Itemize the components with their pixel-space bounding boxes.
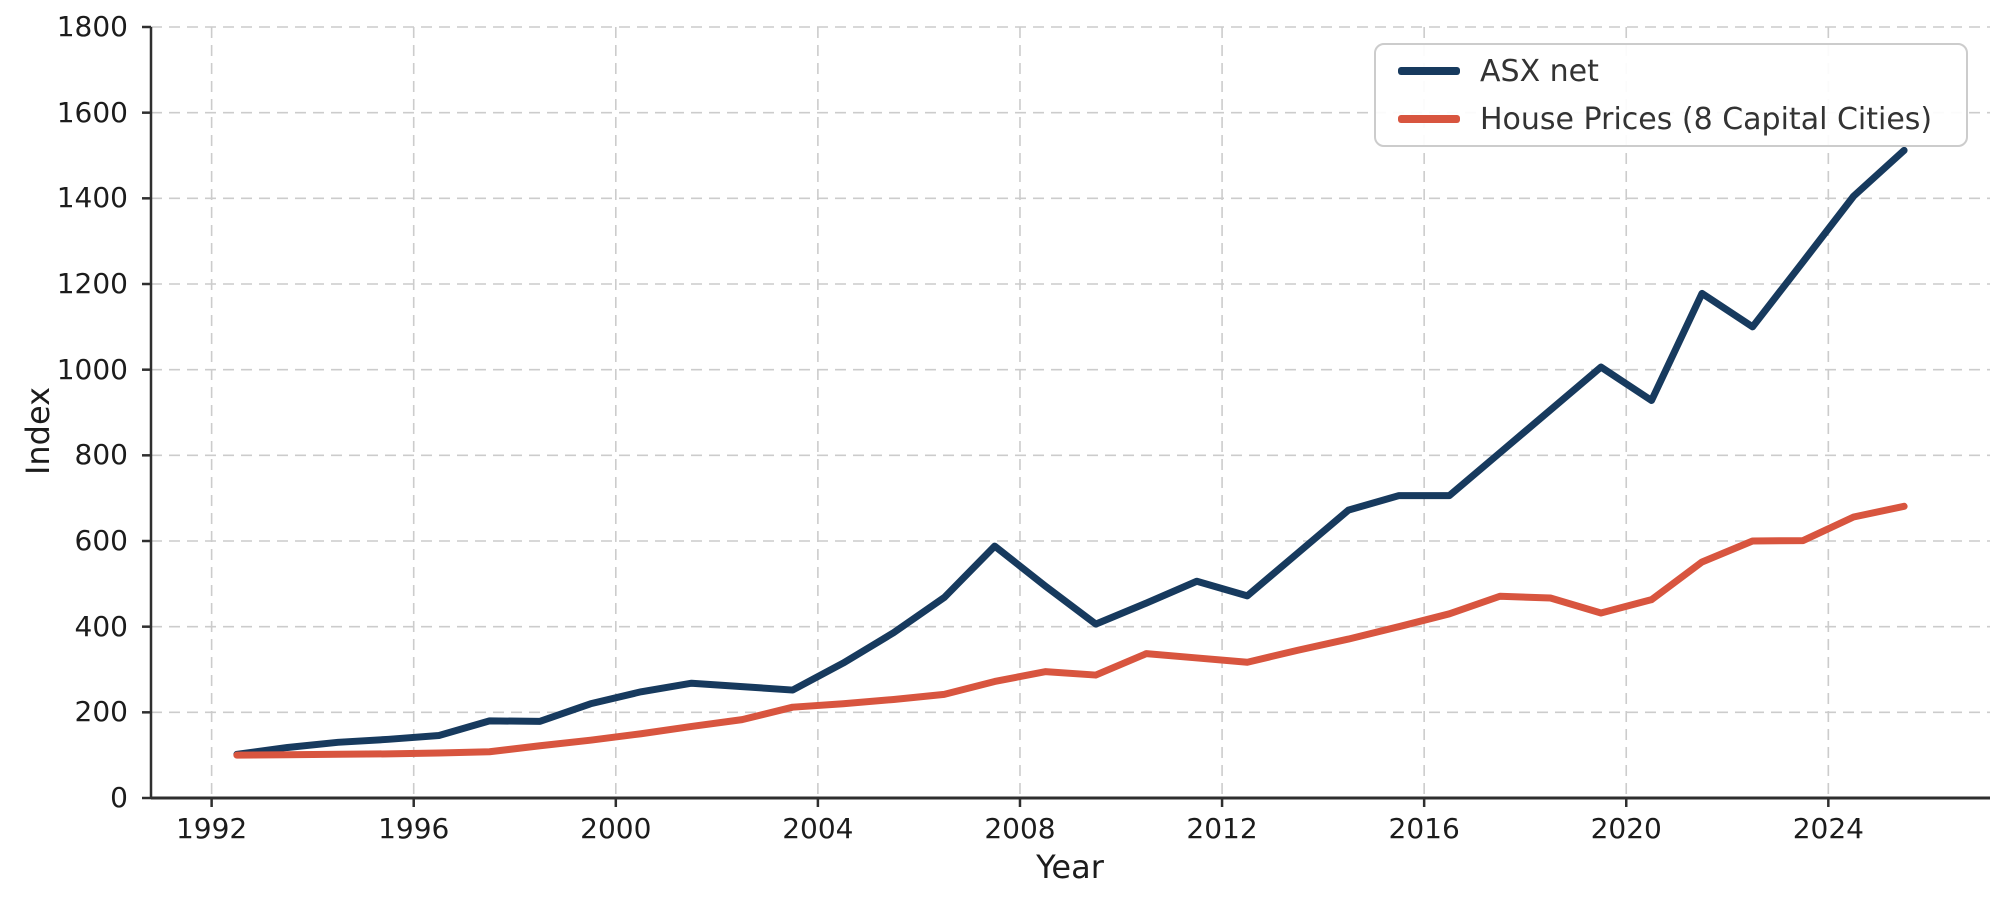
y-tick-label-1800: 1800 — [56, 10, 128, 43]
x-tick-label-1992: 1992 — [175, 812, 248, 845]
y-tick-label-200: 200 — [74, 695, 128, 729]
y-axis-label: Index — [19, 386, 57, 476]
series-line-asx-net — [233, 146, 1908, 758]
x-tick-label-1996: 1996 — [378, 812, 450, 845]
legend-item-house-prices: House Prices (8 Capital Cities) — [1398, 99, 1966, 139]
legend-label-house-prices: House Prices (8 Capital Cities) — [1480, 101, 1933, 137]
x-tick-label-2004: 2004 — [782, 812, 854, 845]
y-tick-label-1400: 1400 — [56, 181, 128, 215]
x-tick-label-2020: 2020 — [1590, 812, 1662, 845]
x-tick-label-2000: 2000 — [580, 812, 652, 845]
house-prices-line-swatch — [1398, 115, 1460, 123]
y-tick-label-0: 0 — [110, 781, 128, 814]
x-tick-label-2012: 2012 — [1186, 812, 1258, 845]
y-tick-label-1000: 1000 — [56, 352, 128, 386]
x-tick-label-2008: 2008 — [984, 812, 1056, 845]
x-axis-label: Year — [1036, 848, 1104, 886]
y-tick-label-600: 600 — [74, 524, 128, 557]
asx-net-line-swatch — [1398, 67, 1460, 75]
y-tick-label-400: 400 — [74, 609, 128, 643]
legend: ASX net House Prices (8 Capital Cities) — [1374, 43, 1968, 147]
x-tick-label-2016: 2016 — [1388, 812, 1460, 845]
y-tick-label-800: 800 — [74, 438, 128, 472]
x-tick-label-2024: 2024 — [1792, 812, 1864, 845]
y-tick-label-1200: 1200 — [56, 267, 128, 300]
y-tick-label-1600: 1600 — [56, 95, 128, 129]
legend-label-asx-net: ASX net — [1480, 53, 1599, 89]
series-line-house-prices-8-capital-cities — [233, 502, 1908, 759]
legend-item-asx-net: ASX net — [1398, 51, 1966, 91]
